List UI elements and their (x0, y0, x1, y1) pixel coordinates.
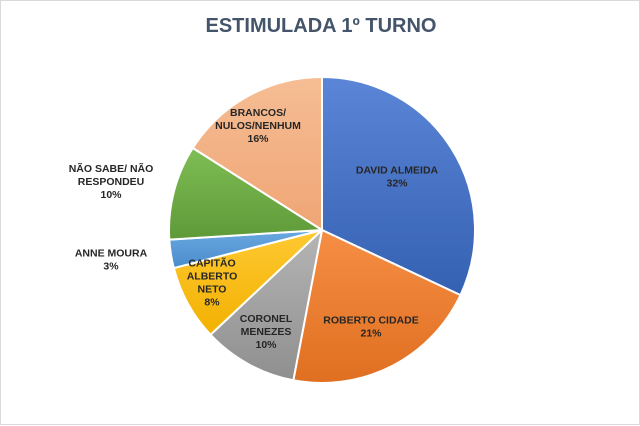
slice-name-label: DAVID ALMEIDA (356, 165, 439, 177)
slice-name-label: CAPITÃO (188, 257, 235, 270)
slice-value-label: 32% (386, 178, 408, 190)
chart-title: ESTIMULADA 1º TURNO (205, 15, 436, 37)
slice-value-label: 16% (247, 133, 269, 145)
slice-name-label: CORONEL (240, 313, 293, 325)
slice-name-label: NULOS/NENHUM (215, 120, 301, 132)
pie-slice-brancos-nulos (191, 76, 323, 231)
pie-slice-nao-sabe (167, 147, 323, 241)
slice-value-label: 21% (360, 328, 382, 340)
slice-name-label: ROBERTO CIDADE (323, 315, 418, 327)
pie-slice-coronel-menezes (209, 229, 323, 382)
slice-name-label: ANNE MOURA (75, 248, 148, 260)
pie-slice-roberto-cidade (292, 229, 462, 384)
slice-value-label: 3% (103, 261, 119, 273)
slice-name-label: NÃO SABE/ NÃO (69, 162, 154, 175)
slice-name-label: RESPONDEU (78, 176, 145, 188)
slice-name-label: NETO (198, 284, 227, 296)
pie-slice-david-almeida (321, 76, 476, 297)
slice-name-label: ALBERTO (187, 271, 238, 283)
slice-value-label: 10% (255, 339, 277, 351)
slice-value-label: 8% (204, 297, 220, 309)
slice-name-label: BRANCOS/ (230, 107, 286, 119)
pie-slices (167, 76, 476, 384)
slice-name-label: MENEZES (241, 326, 292, 338)
slice-value-label: 10% (100, 189, 122, 201)
